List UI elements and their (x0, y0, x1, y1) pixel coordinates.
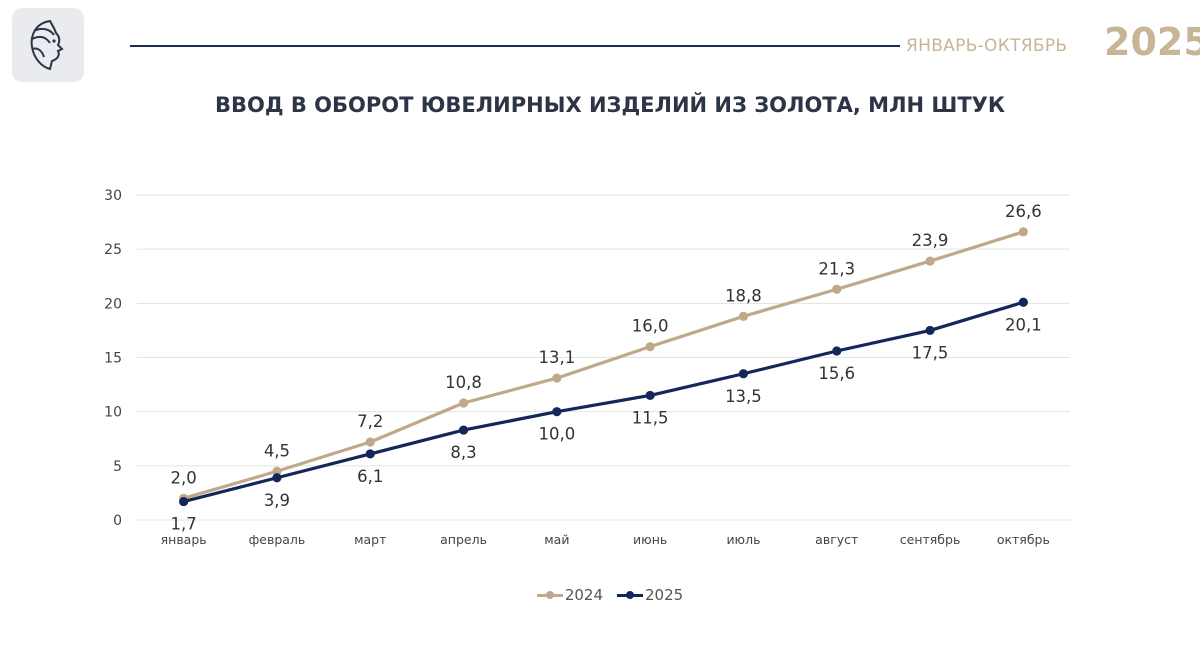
data-label-2025: 17,5 (912, 343, 949, 362)
data-point-2024 (738, 311, 749, 321)
data-point-2024 (272, 466, 282, 476)
x-tick-label: июль (726, 532, 760, 547)
data-point-2025 (645, 390, 655, 401)
y-tick-label: 5 (113, 459, 122, 475)
data-label-2024: 10,8 (445, 373, 482, 392)
y-tick-label: 25 (104, 242, 122, 258)
y-tick-label: 30 (104, 188, 122, 204)
data-label-2025: 3,9 (264, 491, 290, 510)
data-point-2024 (552, 373, 562, 383)
data-label-2025: 1,7 (171, 515, 197, 534)
legend-item-2024[interactable]: 2024 (536, 586, 603, 604)
legend-swatch-2025 (617, 590, 643, 599)
x-tick-label: август (815, 532, 858, 547)
x-tick-label: октябрь (997, 532, 1050, 547)
data-point-2025 (272, 473, 282, 483)
data-label-2025: 13,5 (725, 387, 762, 406)
data-point-2024 (458, 398, 469, 408)
y-tick-label: 15 (104, 351, 122, 367)
x-tick-label: май (544, 532, 569, 547)
data-point-2025 (552, 407, 562, 417)
chart-title: ВВОД В ОБОРОТ ЮВЕЛИРНЫХ ИЗДЕЛИЙ ИЗ ЗОЛОТ… (214, 93, 1006, 117)
data-label-2024: 13,1 (538, 348, 575, 367)
y-tick-label: 10 (104, 405, 122, 421)
legend-label-2025: 2025 (645, 586, 684, 604)
data-label-2024: 23,9 (912, 231, 949, 250)
header-divider (130, 45, 900, 47)
data-label-2025: 10,0 (538, 425, 575, 444)
report-period: ЯНВАРЬ-ОКТЯБРЬ (906, 36, 1068, 56)
data-point-2024 (925, 256, 935, 266)
data-label-2024: 2,0 (171, 468, 197, 487)
data-label-2024: 18,8 (725, 286, 762, 305)
x-tick-label: июнь (633, 532, 667, 547)
chart-legend: 2024 2025 (0, 586, 1200, 604)
data-point-2025 (179, 496, 189, 507)
data-point-2024 (1018, 227, 1028, 237)
legend-label-2024: 2024 (564, 586, 603, 604)
legend-item-2025[interactable]: 2025 (617, 586, 683, 604)
data-point-2025 (738, 369, 749, 379)
data-label-2024: 7,2 (357, 412, 383, 431)
data-label-2024: 26,6 (1005, 202, 1042, 221)
series-line-2024 (182, 230, 1025, 500)
x-tick-label: апрель (440, 532, 487, 547)
data-label-2025: 6,1 (357, 467, 383, 486)
data-label-2024: 4,5 (264, 441, 290, 460)
data-point-2025 (1018, 297, 1028, 307)
series-line-2025 (182, 300, 1025, 504)
logo (12, 8, 84, 82)
report-year: 2025 (1104, 20, 1200, 64)
data-label-2025: 11,5 (632, 408, 669, 427)
x-tick-label: январь (161, 532, 207, 547)
data-label-2025: 15,6 (818, 364, 855, 383)
data-label-2025: 8,3 (450, 443, 476, 462)
data-point-2025 (458, 425, 469, 435)
y-tick-label: 20 (104, 296, 122, 312)
data-label-2024: 21,3 (818, 259, 855, 278)
data-point-2025 (832, 346, 842, 356)
data-point-2024 (365, 437, 375, 447)
legend-swatch-2024 (536, 590, 563, 599)
woman-profile-logo-icon (30, 19, 64, 71)
x-tick-label: март (354, 532, 386, 547)
y-tick-label: 0 (113, 513, 122, 529)
data-label-2025: 20,1 (1005, 315, 1042, 334)
x-tick-label: февраль (249, 532, 306, 547)
data-point-2025 (925, 325, 935, 336)
data-point-2024 (832, 284, 842, 294)
data-point-2025 (365, 449, 375, 459)
data-label-2024: 16,0 (632, 317, 669, 336)
data-point-2024 (645, 342, 655, 352)
x-tick-label: сентябрь (900, 532, 961, 547)
